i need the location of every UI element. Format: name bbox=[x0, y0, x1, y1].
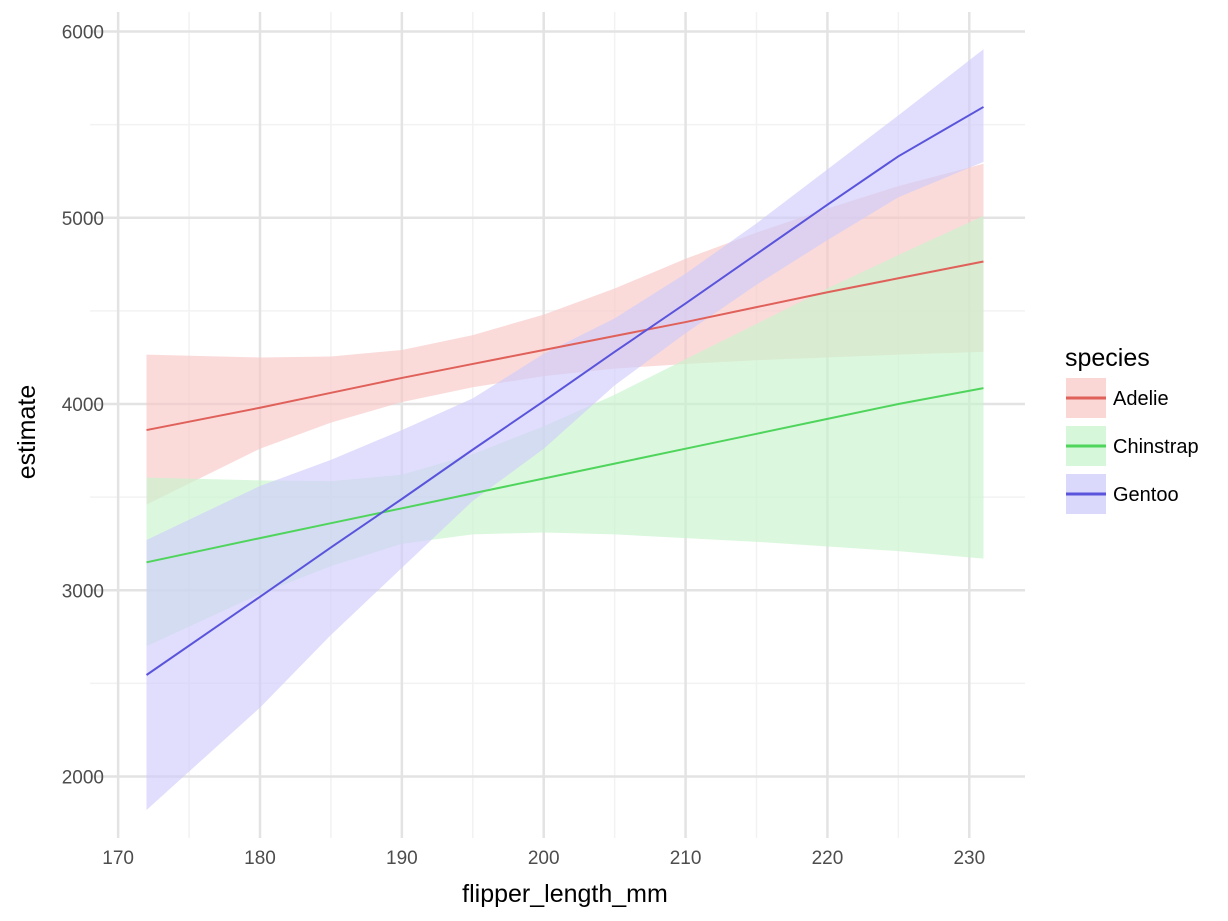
x-tick-label: 230 bbox=[953, 848, 985, 869]
legend: species Adelie Chinstrap Gentoo bbox=[1065, 344, 1199, 514]
y-tick-label: 5000 bbox=[62, 209, 104, 230]
series-line-chinstrap bbox=[146, 387, 984, 564]
legend-item-chinstrap: Chinstrap bbox=[1066, 426, 1199, 466]
legend-label: Gentoo bbox=[1113, 484, 1179, 506]
x-tick-label: 200 bbox=[528, 848, 560, 869]
confidence-bands bbox=[146, 49, 984, 811]
x-tick-label: 190 bbox=[386, 848, 418, 869]
legend-label: Adelie bbox=[1113, 388, 1169, 410]
x-tick-label: 210 bbox=[670, 848, 702, 869]
y-tick-label: 4000 bbox=[62, 395, 104, 416]
x-tick-label: 180 bbox=[244, 848, 276, 869]
confidence-band-gentoo bbox=[146, 49, 984, 811]
legend-title: species bbox=[1065, 344, 1150, 372]
legend-item-gentoo: Gentoo bbox=[1066, 474, 1179, 514]
x-axis-title: flipper_length_mm bbox=[462, 880, 668, 908]
y-tick-label: 2000 bbox=[62, 768, 104, 789]
y-axis-ticks: 2000 3000 4000 5000 6000 bbox=[62, 23, 104, 789]
series-line-adelie bbox=[146, 260, 984, 432]
x-axis-ticks: 170 180 190 200 210 220 230 bbox=[102, 848, 985, 869]
legend-label: Chinstrap bbox=[1113, 436, 1199, 458]
y-tick-label: 6000 bbox=[62, 23, 104, 44]
series-line-gentoo bbox=[145, 106, 985, 676]
x-tick-label: 170 bbox=[102, 848, 134, 869]
series-lines bbox=[145, 106, 985, 676]
x-tick-label: 220 bbox=[812, 848, 844, 869]
legend-item-adelie: Adelie bbox=[1066, 378, 1169, 418]
y-tick-label: 3000 bbox=[62, 581, 104, 602]
y-axis-title: estimate bbox=[13, 385, 41, 479]
